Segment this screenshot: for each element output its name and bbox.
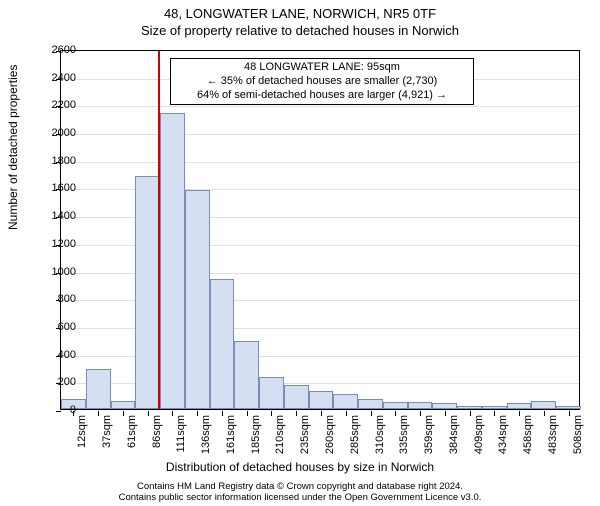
histogram-bar xyxy=(383,402,408,409)
x-axis-label: Distribution of detached houses by size … xyxy=(0,460,600,474)
page-subtitle: Size of property relative to detached ho… xyxy=(0,23,600,38)
histogram-bar xyxy=(185,190,210,409)
x-tick-mark xyxy=(569,411,570,416)
gridline xyxy=(61,106,579,107)
x-tick-label: 12sqm xyxy=(76,415,88,465)
footer-line-2: Contains public sector information licen… xyxy=(0,493,600,504)
y-tick-label: 1400 xyxy=(36,210,76,222)
y-tick-label: 800 xyxy=(36,293,76,305)
x-tick-label: 285sqm xyxy=(349,415,361,465)
gridline xyxy=(61,134,579,135)
x-tick-label: 384sqm xyxy=(448,415,460,465)
x-tick-label: 434sqm xyxy=(497,415,509,465)
y-tick-label: 1800 xyxy=(36,155,76,167)
histogram-bar xyxy=(111,401,136,409)
reference-line xyxy=(158,51,160,409)
histogram-bar xyxy=(556,406,581,409)
x-tick-label: 483sqm xyxy=(547,415,559,465)
x-tick-label: 508sqm xyxy=(572,415,584,465)
annotation-box: 48 LONGWATER LANE: 95sqm ← 35% of detach… xyxy=(170,58,474,105)
x-tick-mark xyxy=(420,411,421,416)
y-axis-label: Number of detached properties xyxy=(6,65,20,230)
x-tick-mark xyxy=(197,411,198,416)
chart-area: 48 LONGWATER LANE: 95sqm ← 35% of detach… xyxy=(60,50,580,410)
x-tick-mark xyxy=(371,411,372,416)
x-tick-mark xyxy=(519,411,520,416)
histogram-bar xyxy=(86,369,111,409)
y-tick-label: 2400 xyxy=(36,72,76,84)
x-tick-label: 335sqm xyxy=(398,415,410,465)
y-tick-label: 200 xyxy=(36,376,76,388)
y-tick-label: 1600 xyxy=(36,182,76,194)
x-tick-mark xyxy=(296,411,297,416)
y-tick-label: 0 xyxy=(36,404,76,416)
x-tick-label: 409sqm xyxy=(473,415,485,465)
x-tick-label: 260sqm xyxy=(324,415,336,465)
x-tick-label: 86sqm xyxy=(151,415,163,465)
y-tick-label: 2000 xyxy=(36,127,76,139)
histogram-bar xyxy=(531,401,556,409)
x-tick-mark xyxy=(494,411,495,416)
x-tick-label: 161sqm xyxy=(225,415,237,465)
page-title: 48, LONGWATER LANE, NORWICH, NR5 0TF xyxy=(0,6,600,21)
x-tick-label: 210sqm xyxy=(274,415,286,465)
x-tick-mark xyxy=(271,411,272,416)
x-tick-mark xyxy=(148,411,149,416)
x-tick-label: 235sqm xyxy=(299,415,311,465)
x-tick-label: 310sqm xyxy=(374,415,386,465)
histogram-bar xyxy=(333,394,358,409)
x-tick-mark xyxy=(172,411,173,416)
y-tick-label: 1000 xyxy=(36,266,76,278)
histogram-bar xyxy=(234,341,259,409)
x-tick-mark xyxy=(247,411,248,416)
x-tick-mark xyxy=(123,411,124,416)
x-tick-mark xyxy=(445,411,446,416)
histogram-bar xyxy=(135,176,160,409)
x-tick-label: 37sqm xyxy=(101,415,113,465)
y-tick-label: 2600 xyxy=(36,44,76,56)
x-tick-label: 111sqm xyxy=(175,415,187,465)
histogram-bar xyxy=(432,403,457,409)
x-tick-label: 61sqm xyxy=(126,415,138,465)
gridline xyxy=(61,162,579,163)
footer-attribution: Contains HM Land Registry data © Crown c… xyxy=(0,482,600,504)
histogram-bar xyxy=(284,385,309,409)
histogram-bar xyxy=(309,391,334,409)
histogram-bar xyxy=(507,403,532,409)
histogram-bar xyxy=(358,399,383,409)
x-tick-mark xyxy=(395,411,396,416)
x-tick-mark xyxy=(98,411,99,416)
histogram-bar xyxy=(259,377,284,409)
x-tick-mark xyxy=(470,411,471,416)
histogram-bar xyxy=(160,113,185,409)
x-tick-mark xyxy=(321,411,322,416)
x-tick-mark xyxy=(222,411,223,416)
annotation-line-2: ← 35% of detached houses are smaller (2,… xyxy=(177,75,467,89)
y-tick-label: 400 xyxy=(36,349,76,361)
x-tick-label: 185sqm xyxy=(250,415,262,465)
annotation-line-1: 48 LONGWATER LANE: 95sqm xyxy=(177,61,467,75)
x-tick-label: 458sqm xyxy=(522,415,534,465)
x-tick-mark xyxy=(346,411,347,416)
y-tick-label: 600 xyxy=(36,321,76,333)
y-tick-label: 1200 xyxy=(36,238,76,250)
x-tick-label: 359sqm xyxy=(423,415,435,465)
histogram-bar xyxy=(457,406,482,409)
histogram-bar xyxy=(210,279,235,409)
x-tick-mark xyxy=(544,411,545,416)
annotation-line-3: 64% of semi-detached houses are larger (… xyxy=(177,89,467,103)
histogram-bar xyxy=(482,406,507,409)
x-tick-label: 136sqm xyxy=(200,415,212,465)
histogram-bar xyxy=(408,402,433,409)
y-tick-label: 2200 xyxy=(36,99,76,111)
